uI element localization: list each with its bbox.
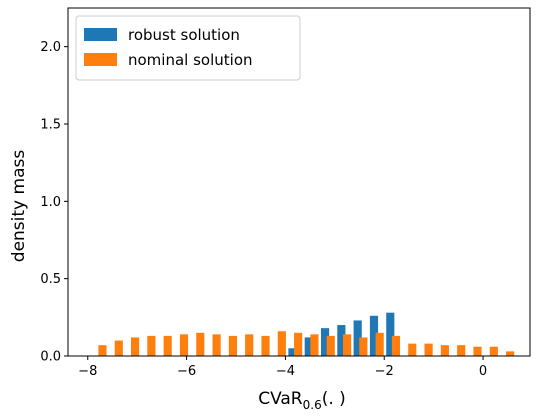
y-axis-label: density mass — [9, 150, 29, 263]
x-axis-label-suffix: (. ) — [322, 389, 346, 409]
bar-robust — [337, 325, 346, 356]
bar-nominal — [375, 332, 384, 356]
plot-frame — [67, 7, 531, 357]
legend-label: nominal solution — [128, 51, 253, 69]
bar-nominal — [408, 343, 417, 356]
x-tick-label: −4 — [276, 364, 295, 379]
bar-nominal — [277, 331, 286, 356]
bar-robust — [386, 312, 395, 356]
bar-nominal — [310, 334, 319, 356]
bar-nominal — [245, 334, 254, 356]
y-tick-label: 1.5 — [40, 118, 61, 133]
x-axis-label-subscript: 0.6 — [303, 398, 322, 412]
bar-nominal — [163, 335, 172, 356]
bar-nominal — [261, 335, 270, 356]
legend-label: robust solution — [128, 26, 240, 44]
bar-nominal — [440, 345, 449, 356]
bar-nominal — [473, 346, 482, 356]
bar-nominal — [359, 337, 368, 356]
axes-layer: −8 −6 −4 −2 0 0.0 0.5 1.0 1.5 2.0 — [40, 7, 531, 379]
bar-nominal — [196, 332, 205, 356]
bar-robust — [353, 320, 362, 356]
bar-nominal — [294, 332, 303, 356]
bar-nominal — [489, 346, 498, 356]
bar-nominal — [391, 335, 401, 356]
bar-nominal — [147, 335, 156, 356]
bar-nominal — [342, 334, 352, 356]
x-tick-label: −8 — [78, 364, 97, 379]
y-tick-label: 2.0 — [40, 40, 61, 55]
x-tick-label: 0 — [479, 364, 487, 379]
bar-nominal — [506, 351, 515, 356]
bar-nominal — [326, 335, 335, 356]
legend-swatch — [84, 53, 117, 66]
bar-nominal — [228, 335, 237, 356]
x-tick-label: −6 — [177, 364, 196, 379]
bar-nominal — [424, 343, 433, 356]
legend-box — [75, 15, 301, 81]
bar-nominal — [457, 345, 466, 356]
y-tick-label: 0.0 — [40, 350, 61, 365]
x-axis-label: CVaR0.6(. ) — [258, 389, 346, 412]
legend-swatch — [84, 28, 117, 41]
legend: robust solution nominal solution — [75, 15, 301, 81]
bar-robust — [369, 315, 379, 356]
bar-nominal — [212, 334, 221, 356]
bar-robust — [288, 348, 297, 356]
bar-nominal — [98, 345, 107, 356]
bars-layer — [98, 312, 515, 356]
bar-robust — [320, 328, 330, 356]
y-tick-label: 1.0 — [40, 195, 61, 210]
bar-nominal — [114, 340, 123, 356]
x-axis-label-main: CVaR — [258, 389, 303, 409]
y-tick-label: 0.5 — [40, 272, 61, 287]
x-tick-label: −2 — [375, 364, 394, 379]
bar-robust — [304, 337, 313, 356]
bar-nominal — [131, 337, 140, 356]
bar-nominal — [179, 334, 189, 356]
